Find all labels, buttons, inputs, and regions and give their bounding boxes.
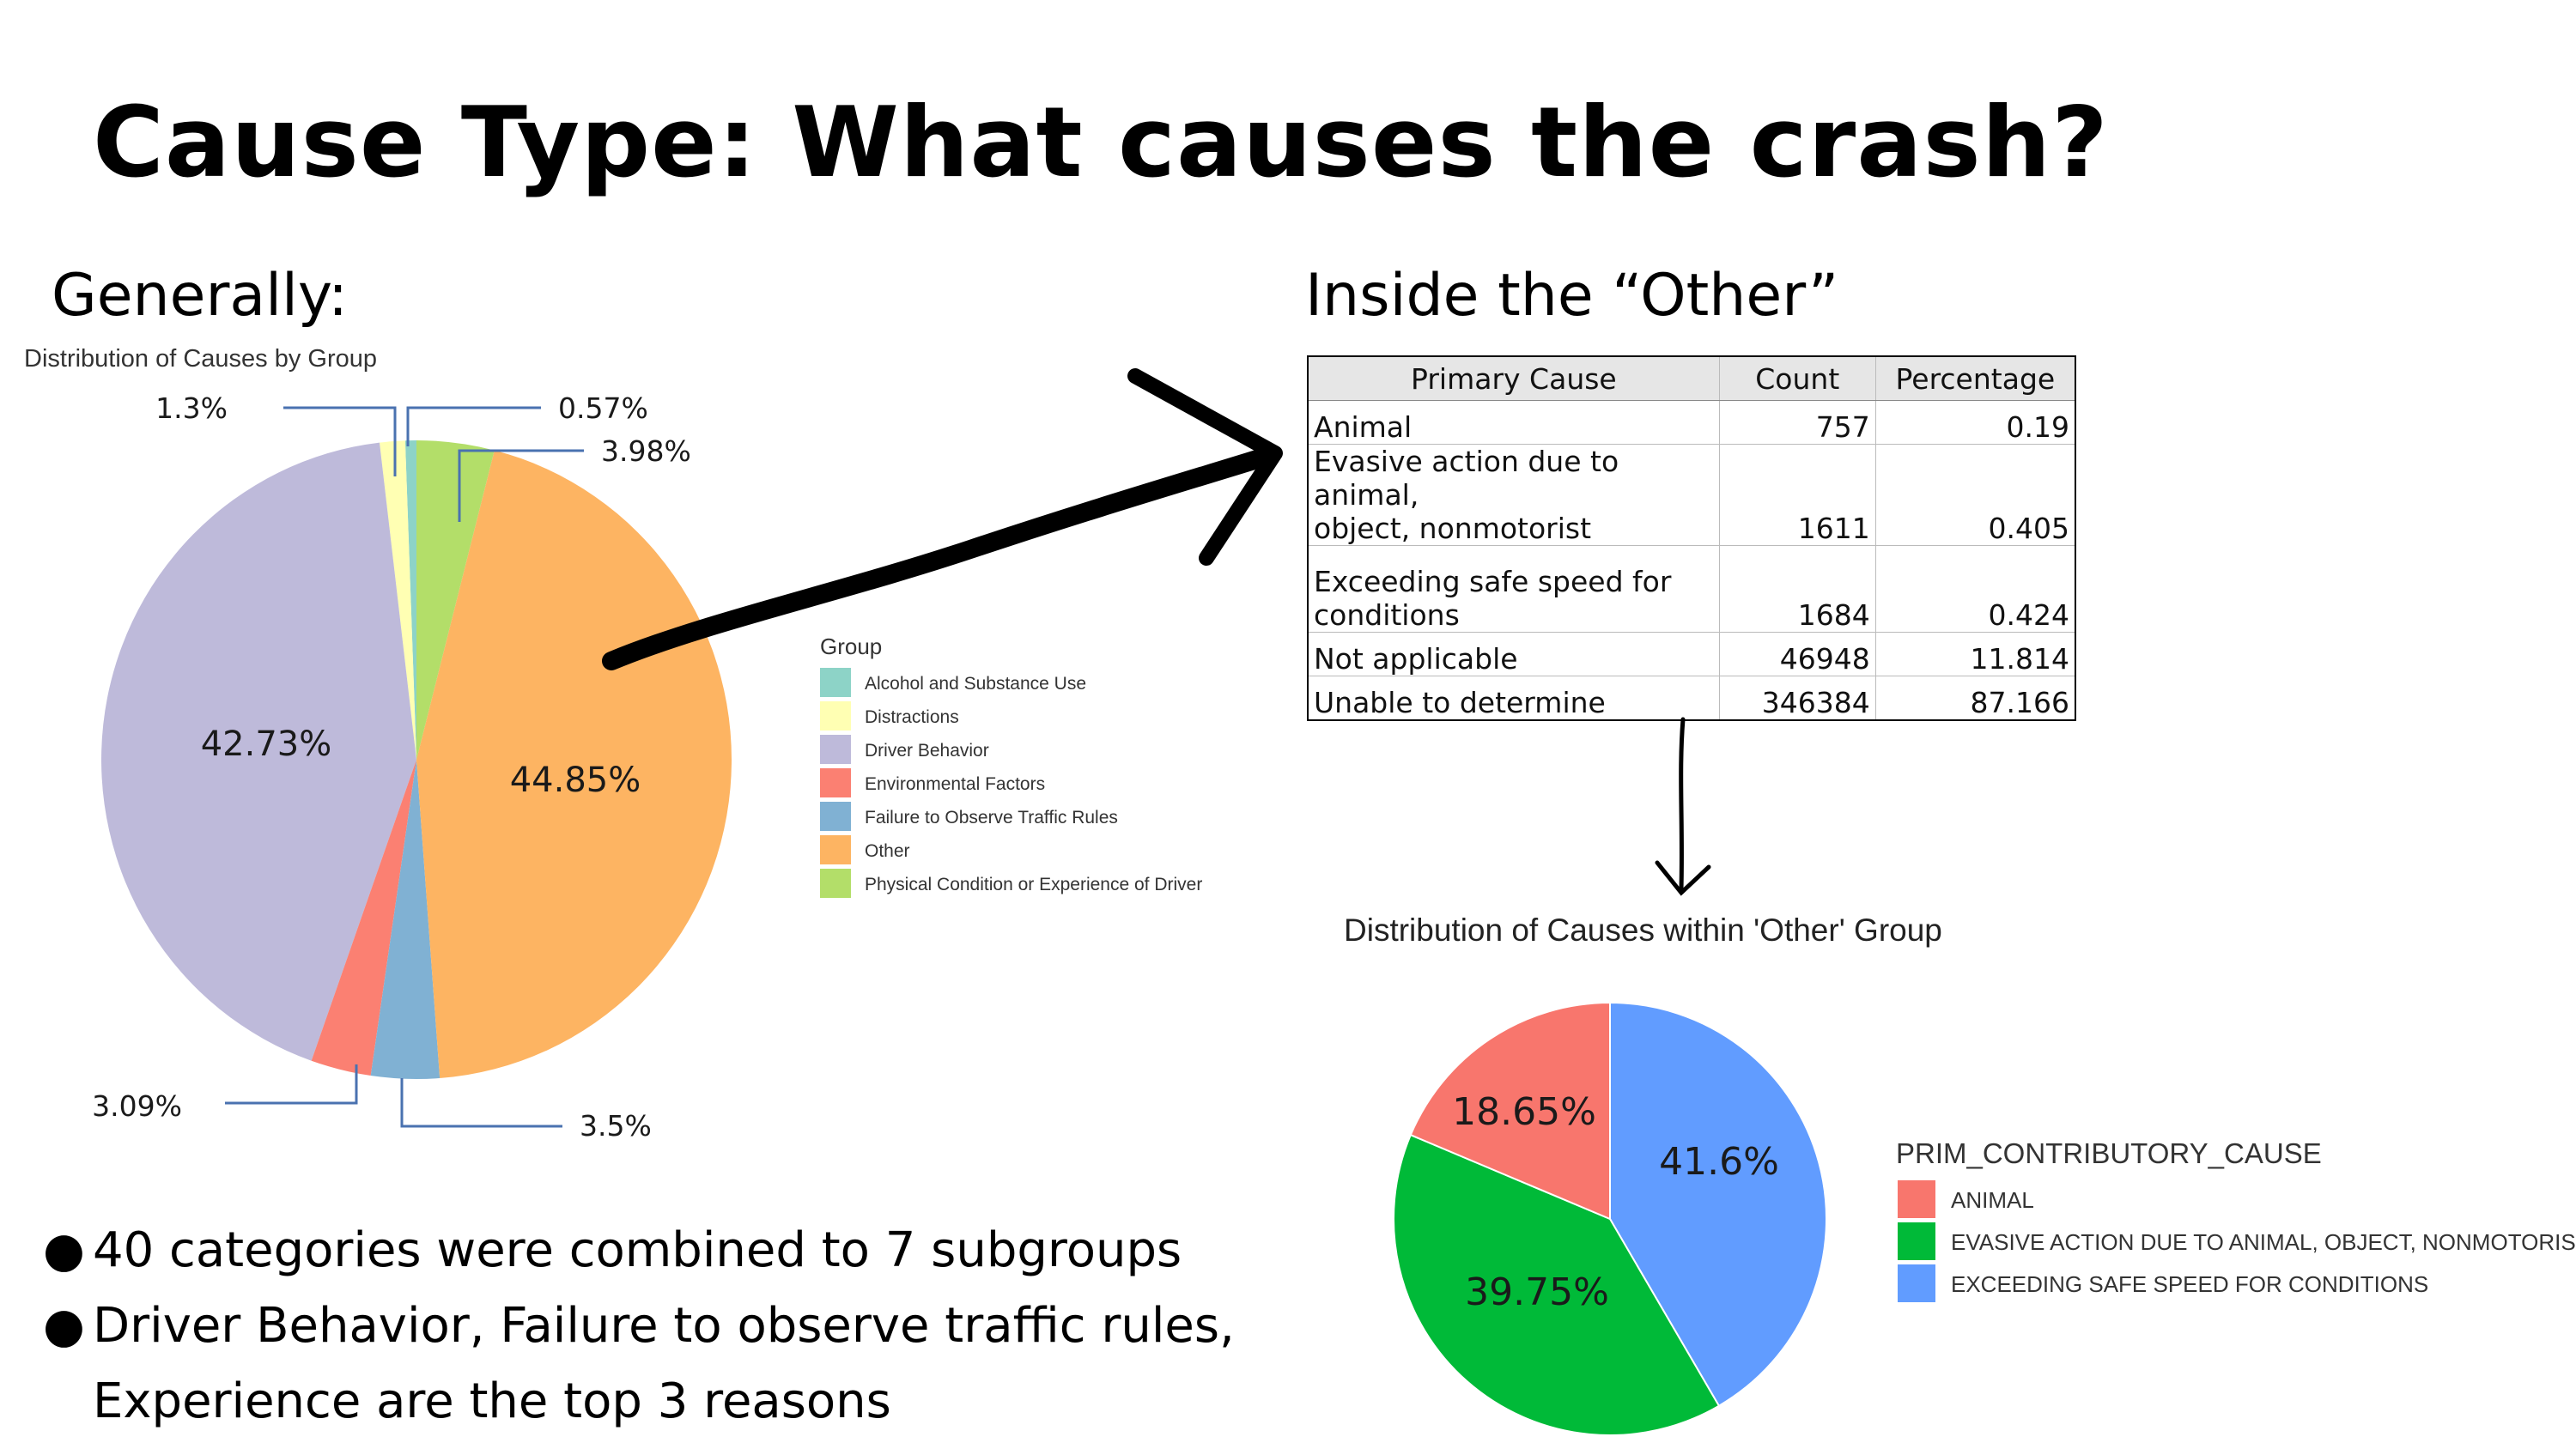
pie1-legend-item: Distractions [865,707,959,727]
pie1-legend-item: Failure to Observe Traffic Rules [865,808,1118,828]
cell-cause: Evasive action due to animal, object, non… [1308,444,1720,546]
pie1: 42.73% 44.85% [101,440,732,1080]
pie1-callouts: 0.57% 1.3% 3.98% 3.09% 3.5% [92,391,691,1143]
pie1-slice-physical-condition-or-experience-of-driver [416,440,495,760]
header-percentage: Percentage [1875,356,2075,401]
cell-percentage: 0.405 [1875,444,2075,546]
pie2-slice-evasive-action-due-to-animal-object-nonmotorist [1393,1133,1721,1436]
pie2-legend-item: EXCEEDING SAFE SPEED FOR CONDITIONS [1951,1271,2428,1297]
cell-cause: Unable to determine [1308,676,1720,720]
pie1-slice-failure-to-observe-traffic-rules [370,760,440,1080]
header-primary-cause: Primary Cause [1308,356,1720,401]
pie1-legend-swatch [820,735,851,764]
table-row: Exceeding safe speed for conditions 1684 … [1308,545,2075,633]
cell-percentage: 0.19 [1875,400,2075,445]
pie2-label-animal: 18.65% [1452,1090,1596,1134]
pie2-slice-exceeding-safe-speed-for-conditions [1609,1001,1827,1408]
pie1-label-alcohol-and-substance-use: 0.57% [558,391,648,425]
pie1-legend: Group Alcohol and Substance Use Distractio… [820,634,1202,898]
cause-table: Primary Cause Count Percentage Animal 75… [1307,355,2076,721]
pie1-callout-line [406,406,541,446]
cell-count: 1611 [1719,444,1876,546]
arrow-to-table-icon [602,368,1283,670]
pie1-slice-other [416,450,732,1078]
pie1-label-other: 44.85% [510,761,641,800]
cell-count: 346384 [1719,676,1876,720]
pie1-legend-swatch [820,668,851,697]
pie1-legend-item: Driver Behavior [865,741,989,761]
pie1-legend-swatch [820,701,851,731]
pie1-callout-line [283,406,397,476]
pie2-legend-item: EVASIVE ACTION DUE TO ANIMAL, OBJECT, NO… [1951,1229,2576,1255]
pie2-label-exceeding-safe-speed-for-conditions: 41.6% [1659,1140,1779,1184]
bullet-dot-icon: ● [43,1298,85,1354]
pie1-legend-swatch [820,802,851,831]
chart1-title: Distribution of Causes by Group [24,345,378,373]
pie2-legend-swatch [1898,1222,1935,1260]
table-row: Animal 757 0.19 [1308,400,2075,445]
pie1-label-environmental-factors: 3.09% [92,1089,182,1123]
pie1-callout-line [400,1078,562,1128]
cell-percentage: 87.166 [1875,676,2075,720]
cell-count: 1684 [1719,545,1876,633]
cell-count: 46948 [1719,632,1876,676]
bullet-dot-icon: ● [43,1222,85,1278]
arrow-down-icon [1655,717,1711,896]
page-title: Cause Type: What causes the crash? [93,86,2109,199]
right-heading: Inside the “Other” [1305,262,1839,330]
header-count: Count [1719,356,1876,401]
pie2-legend-title: PRIM_CONTRIBUTORY_CAUSE [1896,1137,2322,1169]
left-heading: Generally: [52,262,349,330]
pie2-slice-animal [1409,1001,1611,1221]
pie2-legend-item: ANIMAL [1951,1187,2034,1213]
pie1-legend-swatch [820,869,851,898]
bullet-item: ● Driver Behavior, Failure to observe tr… [43,1288,1400,1440]
cell-cause: Animal [1308,400,1720,445]
pie1-legend-item: Other [865,841,910,861]
cell-cause-line2: object, nonmotorist [1314,512,1592,545]
pie2: 18.65% 39.75% 41.6% [1393,1001,1827,1436]
pie2-legend: PRIM_CONTRIBUTORY_CAUSE ANIMAL EVASIVE ACT… [1896,1137,2576,1302]
cell-percentage: 11.814 [1875,632,2075,676]
cell-cause: Not applicable [1308,632,1720,676]
bullet-text: 40 categories were combined to 7 subgrou… [93,1222,1182,1278]
pie1-legend-item: Physical Condition or Experience of Driv… [865,875,1202,894]
pie1-callout-line [225,1064,358,1105]
bullet-text: Driver Behavior, Failure to observe traf… [93,1298,1235,1354]
pie1-legend-swatch [820,835,851,864]
bullet-text-continued: Experience are the top 3 reasons [93,1373,891,1429]
pie2-legend-swatch [1898,1180,1935,1218]
pie1-slice-environmental-factors [311,760,416,1076]
bullet-item: ● 40 categories were combined to 7 subgr… [43,1213,1400,1288]
pie1-label-physical-condition-or-experience-of-driver: 3.98% [601,434,691,468]
bullet-list: ● 40 categories were combined to 7 subgr… [43,1213,1400,1440]
table-row: Unable to determine 346384 87.166 [1308,676,2075,720]
pie1-slice-alcohol-and-substance-use [404,440,416,760]
pie1-label-driver-behavior: 42.73% [201,724,332,764]
table-header-row: Primary Cause Count Percentage [1308,356,2075,401]
cell-cause-line2: conditions [1314,598,1460,632]
pie1-slice-driver-behavior [101,442,417,1061]
pie2-label-evasive-action-due-to-animal-object-nonmotorist: 39.75% [1465,1270,1609,1314]
pie1-label-failure-to-observe-traffic-rules: 3.5% [580,1109,652,1143]
pie1-slice-distractions [379,440,416,760]
pie1-callout-line [458,449,584,522]
cell-cause: Exceeding safe speed for conditions [1308,545,1720,633]
table-row: Evasive action due to animal, object, non… [1308,444,2075,546]
table-row: Not applicable 46948 11.814 [1308,632,2075,676]
pie1-legend-swatch [820,768,851,797]
cell-count: 757 [1719,400,1876,445]
cell-cause-line1: Exceeding safe speed for [1314,565,1672,598]
cell-cause-line1: Evasive action due to animal, [1314,445,1619,512]
pie1-legend-item: Environmental Factors [865,774,1045,794]
pie1-label-distractions: 1.3% [155,391,228,425]
chart2-title: Distribution of Causes within 'Other' Gr… [1344,912,1942,948]
pie1-legend-item: Alcohol and Substance Use [865,674,1086,694]
cell-percentage: 0.424 [1875,545,2075,633]
pie2-legend-swatch [1898,1264,1935,1302]
pie1-legend-title: Group [820,634,882,659]
